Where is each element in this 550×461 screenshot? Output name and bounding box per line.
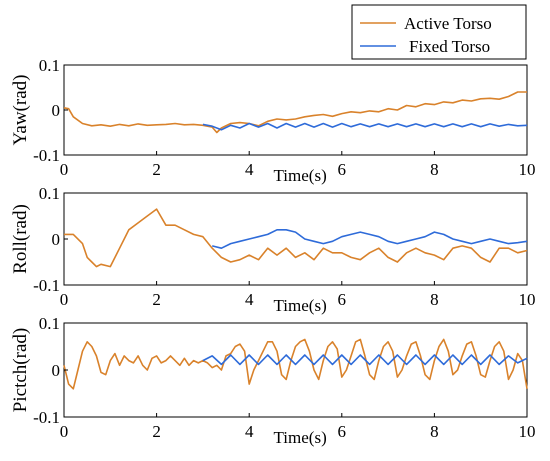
- x-tick-label: 8: [430, 160, 439, 179]
- x-tick-label: 2: [152, 160, 161, 179]
- x-tick-label: 10: [519, 290, 536, 309]
- y-tick-label: 0: [52, 230, 61, 249]
- y-tick-label: 0.1: [39, 56, 60, 75]
- series-line-fixed-torso: [202, 354, 528, 366]
- legend: Active Torso Fixed Torso: [351, 4, 527, 60]
- x-axis-label: Time(s): [274, 428, 327, 447]
- x-axis-label: Time(s): [274, 166, 327, 185]
- y-tick-label: 0: [52, 361, 61, 380]
- y-tick-label: 0: [52, 101, 61, 120]
- x-tick-label: 2: [152, 422, 161, 441]
- series-line-fixed-torso: [212, 229, 528, 249]
- legend-box: [351, 4, 527, 60]
- x-tick-label: 6: [338, 422, 347, 441]
- x-tick-label: 8: [430, 422, 439, 441]
- x-tick-label: 2: [152, 290, 161, 309]
- x-tick-label: 6: [338, 160, 347, 179]
- x-tick-label: 10: [519, 160, 536, 179]
- plot-frame: [63, 192, 528, 286]
- x-tick-label: 10: [519, 422, 536, 441]
- series-line-active-torso: [63, 91, 527, 134]
- x-tick-label: 4: [245, 422, 254, 441]
- series-line-fixed-torso: [202, 122, 528, 131]
- legend-label-active: Active Torso: [404, 14, 492, 33]
- y-tick-label: 0.1: [39, 184, 60, 203]
- y-axis-label: Roll(rad): [10, 204, 31, 274]
- y-tick-label: -0.1: [33, 408, 60, 427]
- x-tick-label: 0: [60, 160, 69, 179]
- series-line-active-torso: [64, 208, 528, 268]
- x-tick-label: 6: [338, 290, 347, 309]
- y-tick-label: 0.1: [39, 314, 60, 333]
- x-tick-label: 0: [60, 422, 69, 441]
- x-tick-label: 0: [60, 290, 69, 309]
- x-axis-label: Time(s): [274, 296, 327, 315]
- legend-label-fixed: Fixed Torso: [409, 37, 490, 56]
- y-axis-label: Yaw(rad): [10, 75, 31, 146]
- x-tick-label: 4: [245, 160, 254, 179]
- y-axis-label: Pictch(rad): [10, 328, 31, 412]
- x-tick-label: 4: [245, 290, 254, 309]
- y-tick-label: -0.1: [33, 146, 60, 165]
- x-tick-label: 8: [430, 290, 439, 309]
- y-tick-label: -0.1: [33, 276, 60, 295]
- plot-frame: [63, 64, 528, 156]
